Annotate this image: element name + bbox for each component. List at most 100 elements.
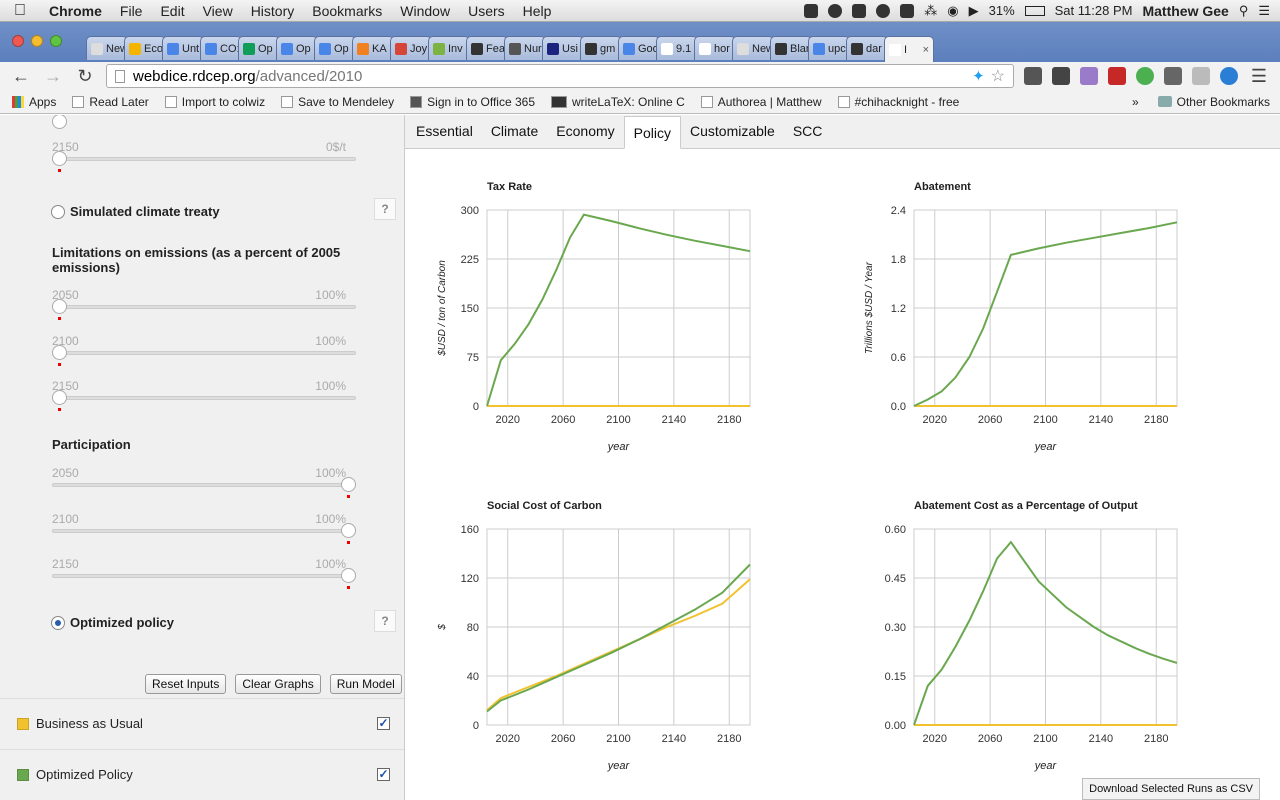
twitter-icon[interactable]: ✦ [972,68,985,85]
menu-bookmarks[interactable]: Bookmarks [312,2,383,19]
forward-arrow-icon[interactable]: → [44,65,62,86]
limitations-slider-2150[interactable]: 2150 100% [52,379,356,411]
run-business-as-usual[interactable]: Business as Usual ✓ [0,698,404,748]
browser-tab[interactable]: Op [314,36,356,60]
notification-center-icon[interactable]: ☰ [1258,2,1270,18]
browser-tab[interactable]: KA [352,36,394,60]
limitations-slider-2050[interactable]: 2050 100% [52,288,356,320]
slider-track[interactable] [52,483,356,487]
run-checkbox[interactable]: ✓ [377,767,390,781]
run-optimized-policy[interactable]: Optimized Policy ✓ [0,749,404,799]
participation-slider-2050[interactable]: 2050 100% [52,466,356,498]
browser-tab[interactable]: Fea [466,36,508,60]
menu-users[interactable]: Users [468,2,505,19]
reset-inputs-button[interactable]: Reset Inputs [145,674,227,694]
menu-help[interactable]: Help [522,2,552,19]
tab-climate[interactable]: Climate [490,123,539,139]
menu-file[interactable]: File [119,2,143,19]
extension-icon[interactable] [1080,67,1098,85]
extension-icon[interactable] [1052,67,1070,85]
status-icon[interactable] [900,3,915,18]
extension-icon[interactable] [1220,67,1238,85]
bookmark-item[interactable]: Authorea | Matthew [700,95,822,109]
optimized-radio[interactable] [51,615,65,630]
tab-scc[interactable]: SCC [792,123,823,139]
slider-knob[interactable] [341,477,356,492]
treaty-help-button[interactable]: ? [374,198,396,220]
browser-tab[interactable]: Nur [504,36,546,60]
status-icon[interactable] [876,3,891,18]
spotlight-icon[interactable]: ⚲ [1238,2,1249,18]
apple-icon[interactable]:  [0,2,40,20]
browser-tab[interactable]: upc [808,36,850,60]
slider-track[interactable] [52,528,356,533]
slider-partial[interactable] [52,115,356,133]
browser-tab[interactable]: CO: [200,36,242,60]
slider-track[interactable] [52,350,356,355]
limitations-slider-2100[interactable]: 2100 100% [52,334,356,366]
download-csv-button[interactable]: Download Selected Runs as CSV [1082,778,1260,800]
tax-slider-2150[interactable]: 2150 0$/t [52,140,356,172]
cast-icon[interactable] [1192,67,1210,85]
bookmarks-overflow[interactable]: » Other Bookmarks [1132,95,1280,109]
extension-icon[interactable] [1108,67,1126,85]
zoom-window-button[interactable] [50,35,62,47]
battery-percent[interactable]: 31% [988,3,1015,18]
browser-tab[interactable]: Joy [390,36,432,60]
participation-slider-2150[interactable]: 2150 100% [52,557,356,589]
menu-history[interactable]: History [250,2,295,19]
close-window-button[interactable] [12,35,24,47]
bluetooth-icon[interactable]: ⁂ [924,2,938,18]
participation-slider-2100[interactable]: 2100 100% [52,512,356,544]
browser-tab[interactable]: Unt [162,36,204,60]
bookmark-star-icon[interactable]: ☆ [990,68,1005,85]
status-icon[interactable] [852,3,867,18]
status-icon[interactable] [828,3,843,18]
run-model-button[interactable]: Run Model [329,674,402,694]
slider-knob[interactable] [341,522,356,538]
battery-icon[interactable] [1024,5,1045,16]
clear-graphs-button[interactable]: Clear Graphs [235,674,321,694]
menu-view[interactable]: View [202,2,233,19]
close-tab-icon[interactable]: × [922,43,929,56]
wrench-extension-icon[interactable] [1024,67,1042,85]
tab-essential[interactable]: Essential [416,123,473,139]
slider-knob[interactable] [341,568,356,583]
slider-knob[interactable] [52,344,67,360]
minimize-window-button[interactable] [31,35,43,47]
address-bar[interactable]: webdice.rdcep.org/advanced/2010 ✦ ☆ [106,64,1014,88]
browser-tab[interactable]: New T [86,36,128,60]
user-name[interactable]: Matthew Gee [1142,2,1229,19]
slider-track[interactable] [52,305,356,309]
browser-tab[interactable]: Op [276,36,318,60]
bookmark-item[interactable]: Read Later [72,95,149,109]
clock[interactable]: Sat 11:28 PM [1054,3,1133,18]
back-arrow-icon[interactable]: ← [12,65,30,86]
slider-knob[interactable] [52,390,67,405]
slider-knob[interactable] [52,299,67,314]
status-icon[interactable] [804,3,819,18]
browser-tab[interactable]: gm [580,36,622,60]
tab-customizable[interactable]: Customizable [690,123,775,139]
slider-track[interactable] [52,574,356,578]
browser-tab[interactable]: dar [846,36,888,60]
slider-track[interactable] [52,157,356,161]
tab-economy[interactable]: Economy [556,123,615,139]
browser-tab[interactable]: Inv [428,36,470,60]
wifi-icon[interactable]: ◉ [947,2,959,18]
browser-tab[interactable]: Op [238,36,280,60]
volume-icon[interactable]: ▶ [968,2,979,18]
menu-window[interactable]: Window [400,2,451,19]
browser-tab[interactable]: Blar [770,36,812,60]
browser-tab[interactable]: New T [732,36,774,60]
browser-tab[interactable]: I × [884,36,934,62]
menu-edit[interactable]: Edit [160,2,185,19]
extension-icon[interactable] [1164,67,1182,85]
browser-tab[interactable]: 9.1 [656,36,698,60]
extension-icon[interactable] [1136,67,1154,85]
slider-knob[interactable] [52,151,67,166]
optimized-help-button[interactable]: ? [374,610,396,632]
optimized-option[interactable]: Optimized policy [51,615,174,630]
bookmark-item[interactable]: writeLaTeX: Online C [551,95,685,109]
slider-track[interactable] [52,396,356,400]
